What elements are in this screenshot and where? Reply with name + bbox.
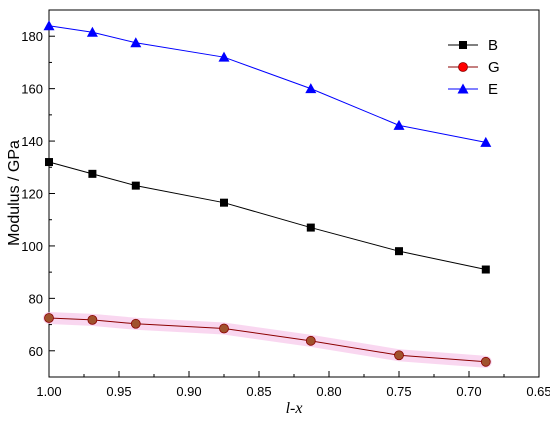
data-point [130,37,142,48]
data-point [43,20,55,31]
data-point [305,83,317,94]
data-point [219,323,229,334]
x-tick-label: 0.95 [106,384,131,399]
x-tick-label: 0.75 [386,384,411,399]
series-G [43,312,492,368]
data-point [480,356,491,367]
y-tick-label: 80 [29,291,43,306]
legend-label: E [488,81,498,98]
series-line [48,25,486,143]
series-B [45,158,490,274]
y-tick-label: 120 [21,187,43,202]
data-point [86,26,98,37]
y-tick-label: 60 [29,344,43,359]
series-highlight [43,312,492,368]
x-tick-label: 0.65 [526,384,550,399]
data-point [88,169,97,178]
legend: BGE [448,37,500,98]
y-tick-label: 180 [21,29,43,44]
x-tick-label: 0.70 [456,384,481,399]
data-point [218,51,230,62]
legend-marker [457,83,469,94]
data-point [45,158,53,167]
y-axis-title: Modulus / GPa [6,140,23,246]
axis-ticks: 1.00 0.95 0.90 0.85 0.80 0.75 0.70 0.65 60 80 100 1… [21,29,550,399]
data-point [87,314,98,325]
legend-marker [458,62,468,72]
data-point [220,198,228,207]
data-point [481,265,490,274]
series-E [43,20,492,147]
data-point [131,181,140,190]
x-tick-label: 0.85 [246,384,271,399]
data-point [394,350,404,361]
data-point [393,119,405,130]
data-point [480,136,492,147]
x-tick-label: 0.90 [176,384,201,399]
series-line [48,161,486,271]
legend-marker [459,41,467,49]
data-point [44,313,54,323]
legend-label: B [488,37,498,54]
data-point [306,223,315,232]
y-tick-label: 140 [21,134,43,149]
data-point [395,247,403,256]
y-tick-label: 100 [21,239,43,254]
x-tick-label: 1.00 [36,384,61,399]
series-layer [43,20,492,368]
data-point [305,335,316,346]
data-point [130,318,141,329]
y-tick-label: 160 [21,82,43,97]
x-tick-label: 0.80 [316,384,341,399]
legend-label: G [488,59,500,76]
x-axis-title: l-x [286,400,303,417]
